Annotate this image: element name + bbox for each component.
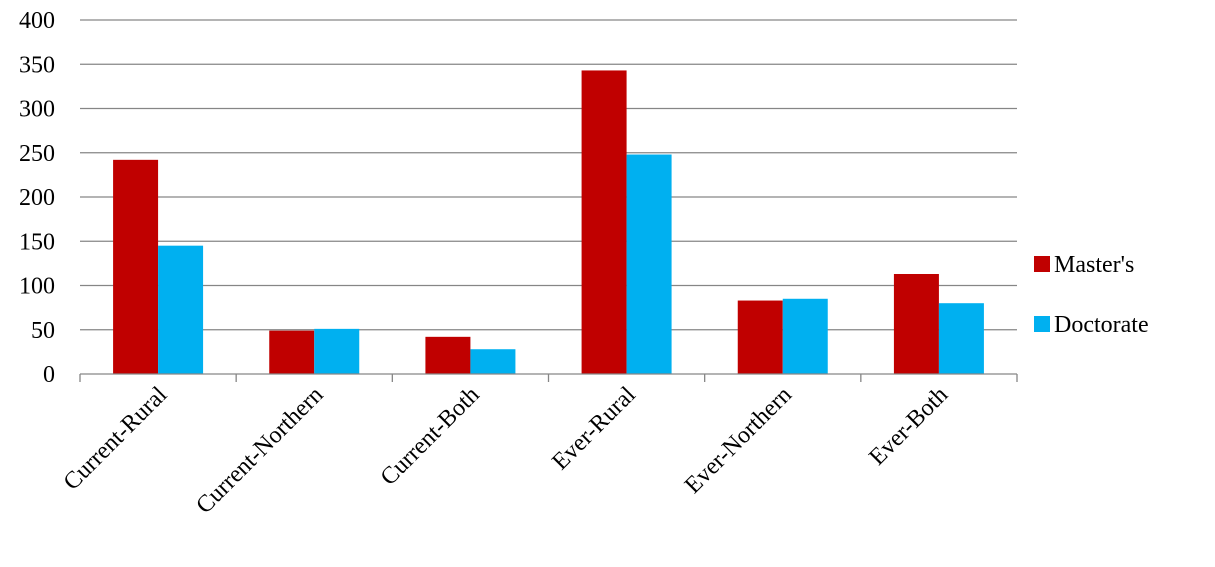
- legend-label: Doctorate: [1054, 312, 1149, 338]
- y-tick-label: 250: [19, 141, 55, 167]
- bar-masters-1: [269, 330, 315, 374]
- bar-doctorate-1: [314, 328, 360, 374]
- y-tick-label: 100: [19, 274, 55, 300]
- bar-doctorate-2: [470, 349, 516, 374]
- bar-doctorate-5: [938, 303, 984, 374]
- legend-swatch-doctorate: [1034, 316, 1050, 332]
- x-axis: [79, 373, 1018, 382]
- gridlines: [80, 19, 1017, 331]
- x-tick-label: Current-Rural: [59, 382, 173, 496]
- x-axis-ticks: Current-Rural Current-Northern Current-Bot…: [59, 382, 953, 519]
- legend: Master's Doctorate: [1034, 252, 1149, 338]
- bar-doctorate-0: [158, 245, 204, 374]
- y-tick-label: 400: [19, 8, 55, 34]
- y-tick-label: 50: [31, 318, 55, 344]
- y-tick-label: 300: [19, 97, 55, 123]
- bars: [113, 70, 984, 374]
- x-tick-label: Current-Both: [376, 382, 485, 491]
- bar-doctorate-3: [626, 154, 672, 374]
- bar-masters-3: [581, 70, 627, 374]
- x-tick-label: Ever-Rural: [547, 382, 641, 476]
- y-axis-ticks: 0 50 100 150 200 250 300 350 400: [19, 8, 55, 388]
- bar-masters-0: [113, 159, 159, 374]
- y-tick-label: 350: [19, 52, 55, 78]
- x-tick-label: Ever-Both: [864, 382, 953, 471]
- y-tick-label: 150: [19, 229, 55, 255]
- legend-label: Master's: [1054, 252, 1134, 278]
- legend-swatch-masters: [1034, 256, 1050, 272]
- bar-doctorate-4: [782, 298, 828, 374]
- y-tick-label: 0: [43, 362, 55, 388]
- x-tick-label: Ever-Northern: [680, 382, 797, 499]
- bar-masters-2: [425, 336, 471, 374]
- bar-masters-4: [737, 300, 783, 374]
- bar-masters-5: [893, 273, 939, 374]
- y-tick-label: 200: [19, 185, 55, 211]
- x-tick-label: Current-Northern: [191, 382, 328, 519]
